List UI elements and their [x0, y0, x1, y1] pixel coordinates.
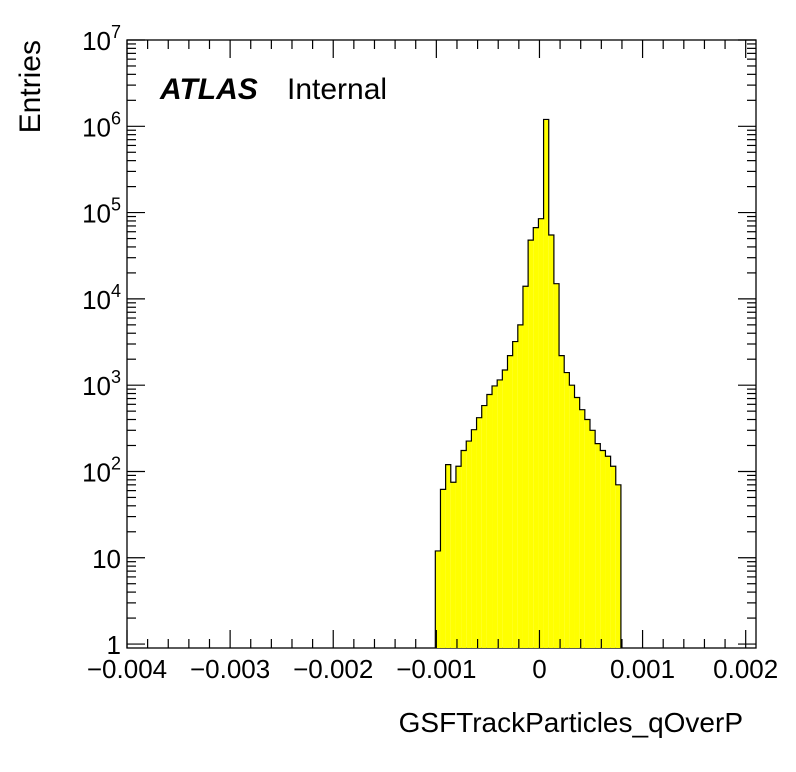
histogram-bin — [533, 227, 539, 648]
x-tick-label: 0 — [532, 654, 546, 684]
y-tick-exponent: 3 — [111, 367, 121, 387]
y-tick-base: 10 — [82, 112, 111, 142]
y-tick-label: 10 — [92, 544, 121, 574]
histogram-bin — [615, 484, 621, 648]
x-tick-label: −0.001 — [396, 654, 476, 684]
histogram-bin — [584, 419, 590, 648]
histogram-bin — [553, 283, 560, 648]
histogram-bin — [466, 441, 472, 648]
x-tick-label: −0.002 — [293, 654, 373, 684]
histogram-bin — [502, 369, 508, 648]
y-tick-base: 10 — [82, 199, 111, 229]
histogram-bin — [548, 234, 554, 648]
y-tick-exponent: 2 — [111, 453, 121, 473]
x-axis-ticks — [126, 40, 747, 648]
histogram-bin — [569, 385, 575, 648]
y-tick-base: 10 — [82, 26, 111, 56]
histogram-bin — [476, 417, 482, 648]
histogram-bin — [455, 466, 462, 648]
y-axis-label: Entries — [14, 40, 47, 133]
histogram-bin — [564, 372, 570, 648]
y-tick-exponent: 4 — [111, 281, 121, 301]
y-tick-label: 1 — [107, 630, 121, 660]
histogram-bin — [461, 450, 467, 648]
histogram-bin — [517, 324, 523, 648]
y-tick-label: 103 — [82, 367, 121, 401]
histogram-bin — [471, 429, 477, 648]
histogram-bin — [538, 218, 544, 648]
x-tick-label: 0.002 — [713, 654, 778, 684]
y-tick-base: 10 — [82, 285, 111, 315]
y-tick-label: 106 — [82, 108, 121, 142]
histogram-bin — [528, 240, 534, 648]
y-tick-base: 10 — [92, 544, 121, 574]
histogram-bin — [610, 466, 616, 648]
histogram-bin — [481, 405, 487, 648]
histogram-bin — [579, 409, 585, 648]
histogram-bin — [512, 341, 518, 648]
y-tick-exponent: 5 — [111, 195, 121, 215]
histogram-bin — [507, 355, 513, 648]
histogram-bin — [440, 489, 446, 648]
histogram-bin — [559, 355, 565, 648]
x-axis-label: GSFTrackParticles_qOverP — [399, 707, 743, 738]
x-tick-label: −0.004 — [87, 654, 167, 684]
y-tick-label: 102 — [82, 453, 121, 487]
histogram-bin — [522, 286, 529, 648]
y-axis-ticks — [127, 39, 756, 645]
status-label: Internal — [287, 73, 387, 106]
y-tick-label: 104 — [82, 281, 121, 315]
histogram-bin — [435, 550, 441, 648]
y-tick-base: 10 — [82, 371, 111, 401]
histogram-outline — [434, 118, 622, 648]
x-tick-label: 0.001 — [610, 654, 675, 684]
x-tick-label: −0.003 — [190, 654, 270, 684]
y-tick-label: 107 — [82, 22, 121, 56]
y-tick-label: 105 — [82, 195, 121, 229]
y-tick-exponent: 7 — [111, 22, 121, 42]
histogram-bin — [486, 394, 493, 648]
x-axis-tick-labels: −0.004 −0.003 −0.002 −0.001 0 0.001 0.002 — [87, 654, 778, 684]
histogram-bin — [492, 385, 498, 648]
histogram-bin — [600, 450, 606, 648]
y-tick-exponent: 6 — [111, 108, 121, 128]
histogram-bin — [574, 397, 580, 648]
histogram-bin — [543, 119, 549, 649]
histogram-bin — [450, 482, 456, 648]
y-tick-base: 10 — [82, 457, 111, 487]
histogram-bars — [434, 118, 622, 649]
histogram-bin — [605, 456, 611, 648]
histogram-bin — [445, 464, 451, 648]
atlas-label: ATLAS — [159, 73, 258, 106]
histogram-bin — [497, 379, 503, 648]
histogram-bin — [589, 430, 596, 648]
y-tick-base: 1 — [107, 630, 121, 660]
histogram-bin — [595, 443, 601, 648]
